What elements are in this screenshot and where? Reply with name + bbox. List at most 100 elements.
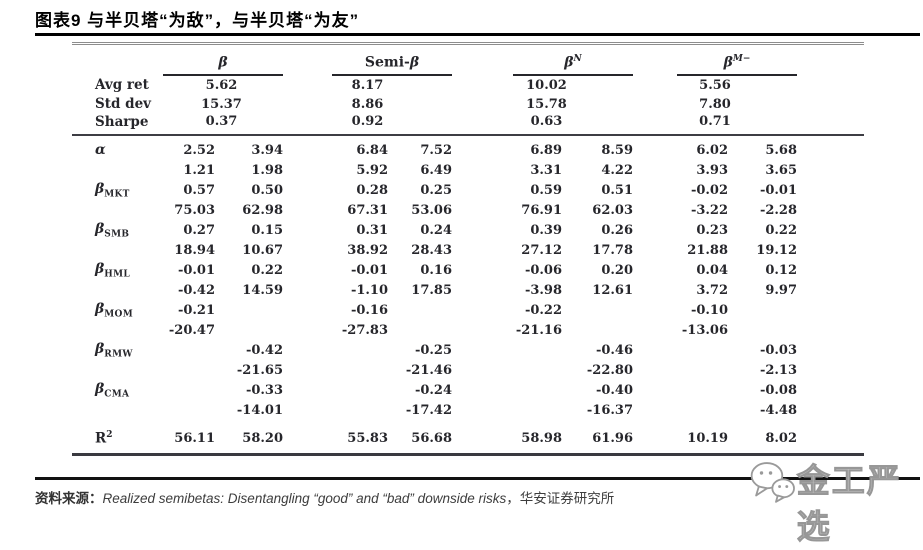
tstat-value: 1.21 (183, 162, 215, 178)
coef-value: 0.23 (696, 222, 728, 238)
summary-value: 5.62 (205, 77, 238, 93)
tstat-row: 75.03 62.98 67.31 53.06 76.91 62.03 -3.22 -2.28 (72, 200, 864, 220)
coef-value: 0.28 (356, 182, 388, 198)
coef-value (388, 300, 460, 320)
tstat-value: 67.31 (347, 202, 388, 218)
coef-row: βHML -0.01 0.22 -0.01 0.16 -0.06 0.20 0.04 0.12 (72, 260, 864, 280)
coef-value: -0.03 (759, 342, 797, 358)
source-note: 资料来源：Realized semibetas: Disentangling “… (35, 487, 614, 507)
coef-value: -0.16 (350, 302, 388, 318)
tstat-value: 5.92 (356, 162, 388, 178)
coef-value: -0.02 (690, 182, 728, 198)
row-label: βHML (72, 260, 160, 280)
tstat-value: -3.98 (524, 282, 562, 298)
tstat-value: 21.88 (687, 242, 728, 258)
coef-subscript: CMA (104, 389, 130, 400)
coef-subscript: HML (104, 269, 130, 280)
coef-value (728, 300, 864, 320)
coef-symbol: β (95, 340, 105, 357)
group-header-beta: β (160, 44, 283, 76)
r2-symbol: R (95, 430, 107, 447)
coef-row: βCMA -0.33 -0.24 -0.40 -0.08 (72, 380, 864, 400)
row-label-empty (72, 240, 160, 260)
coefficient-section: α 2.52 3.94 6.84 7.52 6.89 8.59 6.02 5.68 1.21 1.9… (72, 135, 864, 421)
tstat-value: 4.22 (601, 162, 633, 178)
summary-value: 0.37 (160, 113, 283, 136)
tstat-value: -16.37 (586, 402, 633, 418)
row-label-empty (72, 280, 160, 300)
coef-value: 6.89 (530, 143, 562, 159)
tstat-value (283, 360, 388, 380)
coef-value (633, 340, 728, 360)
summary-value: 8.17 (351, 77, 384, 93)
row-label: Sharpe (72, 113, 160, 136)
r2-value: 58.20 (242, 430, 283, 446)
coef-value: 6.84 (356, 143, 388, 159)
coef-row: α 2.52 3.94 6.84 7.52 6.89 8.59 6.02 5.68 (72, 135, 864, 161)
table-header: β Semi-β βN βM− (72, 44, 864, 76)
coef-symbol: β (95, 220, 105, 237)
coef-value (283, 340, 388, 360)
coef-row: βSMB 0.27 0.15 0.31 0.24 0.39 0.26 0.23 0.22 (72, 220, 864, 240)
summary-value: 5.56 (699, 77, 731, 93)
coef-symbol: β (95, 380, 105, 397)
tstat-value (160, 400, 215, 420)
wechat-icon (750, 462, 795, 503)
tstat-value (728, 320, 864, 340)
coef-value: -0.01 (177, 262, 215, 278)
tstat-value: 3.93 (696, 162, 728, 178)
tstat-value: 3.72 (696, 282, 728, 298)
tstat-value: -3.22 (690, 202, 728, 218)
tstat-row: -14.01 -17.42 -16.37 -4.48 (72, 400, 864, 420)
row-label: βMOM (72, 300, 160, 320)
r2-row: R2 56.11 58.20 55.83 56.68 58.98 61.96 10.19 8.0… (72, 420, 864, 454)
summary-value: 0.71 (633, 113, 864, 136)
tstat-value: 18.94 (174, 242, 215, 258)
tstat-value (283, 400, 388, 420)
coef-value: 0.59 (530, 182, 562, 198)
summary-value: 8.86 (351, 96, 384, 112)
row-label: βSMB (72, 220, 160, 240)
footer-rule (35, 477, 920, 480)
coef-value: -0.01 (759, 182, 797, 198)
summary-value: 0.63 (460, 113, 633, 136)
coef-row: βRMW -0.42 -0.25 -0.46 -0.03 (72, 340, 864, 360)
coef-value: 2.52 (183, 143, 215, 159)
coef-value: -0.42 (245, 342, 283, 358)
tstat-value: 3.65 (765, 162, 797, 178)
coef-value: 0.20 (601, 262, 633, 278)
tstat-row: -0.42 14.59 -1.10 17.85 -3.98 12.61 3.72 9.97 (72, 280, 864, 300)
row-label-empty (72, 360, 160, 380)
coef-value: 0.04 (696, 262, 728, 278)
tstat-value: -0.42 (177, 282, 215, 298)
coef-value: -0.25 (414, 342, 452, 358)
coef-value: 0.31 (356, 222, 388, 238)
tstat-value (160, 360, 215, 380)
tstat-value: 53.06 (411, 202, 452, 218)
coef-value: 0.22 (251, 262, 283, 278)
coef-value: 0.16 (420, 262, 452, 278)
coef-value: 0.57 (183, 182, 215, 198)
r2-value: 55.83 (347, 430, 388, 446)
tstat-value: -17.42 (405, 402, 452, 418)
coef-value: 7.52 (420, 143, 452, 159)
coef-symbol: β (95, 180, 105, 197)
tstat-value (633, 360, 728, 380)
tstat-value: 10.67 (242, 242, 283, 258)
coef-value: -0.33 (245, 382, 283, 398)
row-label: Std dev (95, 96, 151, 112)
summary-row: Avg ret 5.62 8.17 10.02 5.56 (72, 76, 864, 95)
row-label-empty (72, 320, 160, 340)
tstat-value: -13.06 (681, 322, 728, 338)
coef-row: βMOM -0.21 -0.16 -0.22 -0.10 (72, 300, 864, 320)
coef-value: -0.10 (690, 302, 728, 318)
row-label: βRMW (72, 340, 160, 360)
row-label: R2 (72, 420, 160, 454)
row-label-empty (72, 160, 160, 180)
title-rule (35, 33, 920, 36)
tstat-value: 17.85 (411, 282, 452, 298)
coef-subscript: SMB (104, 229, 130, 240)
tstat-value: -21.65 (236, 362, 283, 378)
coef-value: 6.02 (696, 143, 728, 159)
corner-cell (72, 44, 160, 76)
